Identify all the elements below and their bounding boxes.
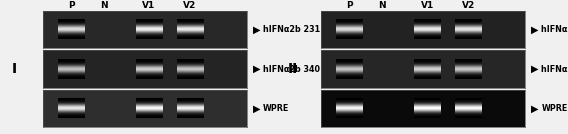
Text: ▶: ▶ — [531, 104, 538, 114]
Text: P: P — [346, 1, 353, 10]
Text: WPRE: WPRE — [541, 104, 567, 113]
Text: V2: V2 — [462, 1, 475, 10]
Text: N: N — [378, 1, 386, 10]
Text: hIFNα2b 340: hIFNα2b 340 — [263, 64, 320, 74]
Text: V1: V1 — [421, 1, 434, 10]
Text: ▶: ▶ — [531, 24, 538, 34]
Text: V2: V2 — [183, 1, 197, 10]
Text: I: I — [11, 62, 17, 76]
Text: P: P — [68, 1, 74, 10]
Text: ▶: ▶ — [253, 64, 260, 74]
Text: N: N — [100, 1, 108, 10]
Text: hIFNα2b 231: hIFNα2b 231 — [541, 25, 568, 34]
Text: WPRE: WPRE — [263, 104, 289, 113]
Text: ▶: ▶ — [253, 24, 260, 34]
Text: hIFNα2b 231: hIFNα2b 231 — [263, 25, 320, 34]
Text: ▶: ▶ — [531, 64, 538, 74]
Text: II: II — [287, 62, 298, 76]
Text: ▶: ▶ — [253, 104, 260, 114]
Text: hIFNα2b 340: hIFNα2b 340 — [541, 64, 568, 74]
Text: V1: V1 — [143, 1, 156, 10]
